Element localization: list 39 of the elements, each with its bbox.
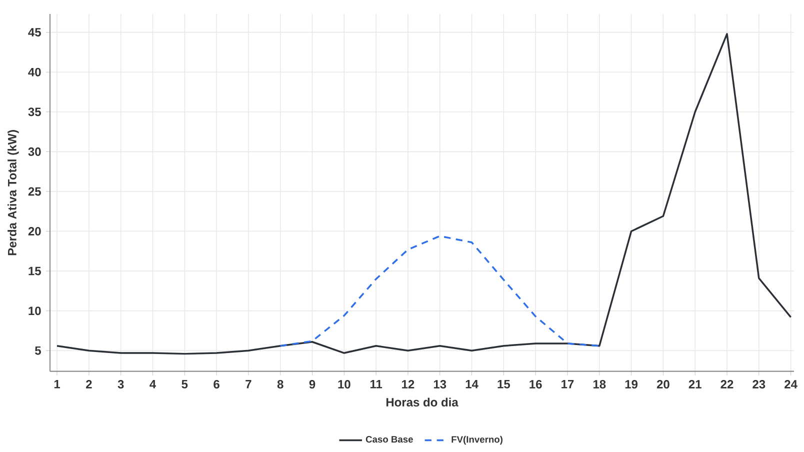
y-tick-label: 40	[28, 68, 41, 76]
y-tick-label: 5	[35, 346, 41, 355]
x-tick-label: 20	[656, 380, 670, 389]
x-tick-label: 13	[434, 380, 446, 389]
x-tick-label: 23	[752, 380, 766, 389]
y-tick-label: 25	[28, 187, 41, 196]
line-series	[56, 33, 792, 355]
x-tick-label: 2	[86, 380, 92, 388]
x-tick-label: 16	[530, 380, 542, 389]
y-axis-title: Perda Ativa Total (kW)	[8, 130, 19, 256]
x-tick-label: 18	[593, 380, 606, 389]
y-tick-label: 35	[28, 108, 41, 116]
x-tick-label: 5	[182, 380, 188, 388]
x-tick-label: 3	[118, 380, 124, 389]
x-tick-label: 24	[784, 380, 798, 388]
x-tick-label: 6	[214, 380, 220, 389]
x-tick-label: 8	[277, 380, 284, 389]
y-tick-label: 20	[28, 227, 41, 236]
legend-label: Caso Base	[366, 436, 413, 443]
y-tick-label: 10	[28, 306, 41, 316]
y-tick-label: 15	[28, 266, 41, 276]
line-series	[279, 235, 600, 347]
x-tick-label: 22	[720, 380, 734, 388]
x-axis-title: Horas do dia	[386, 398, 458, 407]
x-tick-label: 14	[466, 380, 478, 388]
x-tick-label: 21	[688, 380, 702, 388]
x-tick-label: 10	[338, 380, 350, 389]
x-tick-label: 19	[625, 380, 638, 389]
x-tick-label: 12	[402, 380, 414, 388]
x-tick-label: 7	[246, 380, 252, 388]
x-tick-label: 4	[150, 380, 156, 388]
x-tick-label: 9	[309, 380, 316, 389]
x-tick-label: 17	[562, 380, 574, 388]
legend-label: FV(Inverno)	[452, 436, 502, 445]
x-tick-label: 15	[498, 380, 510, 388]
y-tick-label: 45	[28, 28, 41, 36]
x-tick-label: 1	[54, 380, 60, 388]
x-tick-label: 11	[370, 380, 382, 388]
y-tick-label: 30	[28, 147, 41, 156]
